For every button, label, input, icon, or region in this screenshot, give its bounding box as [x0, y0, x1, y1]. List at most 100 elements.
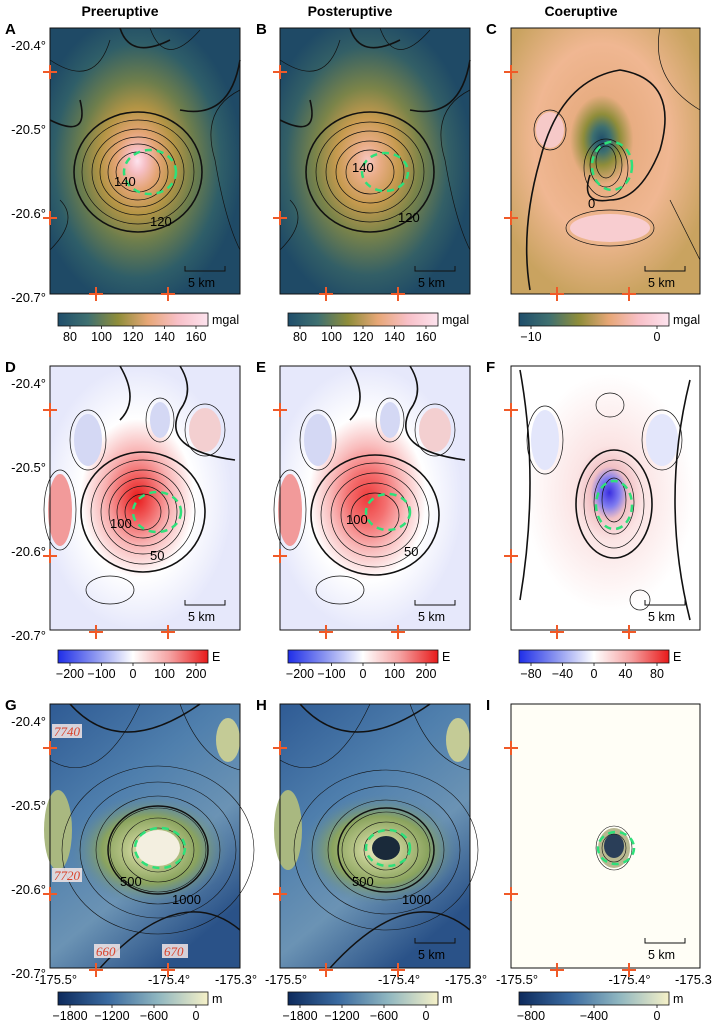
reference-cross-marker: [504, 887, 518, 901]
reference-crosses: [43, 65, 636, 977]
longitude-tick-label: -175.3°: [215, 972, 257, 987]
panel-e: 100 50 5 km: [273, 365, 471, 631]
reference-cross-marker: [319, 963, 333, 977]
column-header-preeruptive: Preeruptive: [81, 3, 158, 19]
colorbars: mgal 80 100 120 140 160 mgal 80 100 120 140 160 mgal…: [52, 312, 700, 1023]
reference-cross-marker: [273, 549, 287, 563]
panel-c: 0 5 km: [510, 27, 701, 295]
longitude-axis-labels: -175.5° -175.4° -175.3° -175.5° -175.4° -175.…: [35, 972, 712, 987]
colorbar: [57, 649, 209, 664]
reference-cross-marker: [273, 887, 287, 901]
colorbar: [287, 312, 439, 327]
reference-cross-marker: [43, 741, 57, 755]
colorbar-tick-label: −40: [552, 667, 573, 681]
colorbar-tick-label: −10: [520, 330, 541, 344]
longitude-tick-label: -175.5°: [265, 972, 307, 987]
reference-cross-marker: [504, 549, 518, 563]
scale-bar-label: 5 km: [648, 610, 675, 624]
contour-label: 50: [150, 548, 164, 563]
colorbar: [518, 991, 670, 1006]
colorbar-unit: m: [212, 992, 222, 1006]
colorbar-tick-label: 0: [591, 667, 598, 681]
column-header-posteruptive: Posteruptive: [308, 3, 393, 19]
reference-cross-marker: [622, 287, 636, 301]
panel-label-d: D: [5, 359, 16, 376]
panel-label-c: C: [486, 21, 497, 38]
reference-cross-marker: [504, 211, 518, 225]
scale-bar-label: 5 km: [418, 948, 445, 962]
reference-cross-marker: [43, 211, 57, 225]
reference-cross-marker: [550, 963, 564, 977]
panel-label-f: F: [486, 359, 495, 376]
reference-cross-marker: [43, 403, 57, 417]
reference-cross-marker: [391, 963, 405, 977]
panel-a: 140 120 5 km: [49, 27, 241, 295]
contour-label: 100: [110, 516, 132, 531]
colorbar-tick-label: 0: [654, 1009, 661, 1023]
contour-label: 140: [352, 160, 374, 175]
reference-cross-marker: [391, 625, 405, 639]
colorbar-tick-label: −1200: [94, 1009, 129, 1023]
contour-label: 140: [114, 174, 136, 189]
contour-label: 500: [352, 874, 374, 889]
reference-cross-marker: [161, 625, 175, 639]
reference-cross-marker: [504, 741, 518, 755]
reference-cross-marker: [273, 211, 287, 225]
colorbar-tick-label: −100: [87, 667, 115, 681]
latitude-tick-label: -20.5°: [11, 460, 46, 475]
colorbar-tick-label: 0: [360, 667, 367, 681]
panel-d: 100 50 5 km: [43, 365, 241, 631]
reference-cross-marker: [550, 625, 564, 639]
colorbar-tick-label: −200: [286, 667, 314, 681]
contour-label: 500: [120, 874, 142, 889]
colorbar: [287, 649, 439, 664]
reference-cross-marker: [391, 287, 405, 301]
colorbar-unit: m: [673, 992, 683, 1006]
reference-cross-marker: [273, 65, 287, 79]
colorbar-unit: E: [442, 650, 450, 664]
latitude-tick-label: -20.4°: [11, 714, 46, 729]
longitude-tick-label: -175.4°: [608, 972, 650, 987]
annotation: 660: [96, 944, 116, 959]
reference-cross-marker: [550, 287, 564, 301]
column-header-coeruptive: Coeruptive: [544, 3, 617, 19]
reference-cross-marker: [43, 549, 57, 563]
reference-cross-marker: [273, 403, 287, 417]
panel-label-b: B: [256, 21, 267, 38]
colorbar-tick-label: 0: [654, 330, 661, 344]
latitude-axis-labels: -20.4° -20.5° -20.6° -20.7° -20.4° -20.5° -20.…: [11, 38, 46, 981]
contour-label: 120: [398, 210, 420, 225]
scale-bar-label: 5 km: [188, 610, 215, 624]
panel-f: 5 km: [510, 365, 701, 631]
reference-cross-marker: [89, 625, 103, 639]
latitude-tick-label: -20.6°: [11, 882, 46, 897]
colorbar-tick-label: −80: [520, 667, 541, 681]
scale-bar-label: 5 km: [418, 276, 445, 290]
colorbar-tick-label: 140: [384, 330, 405, 344]
colorbar-unit: m: [442, 992, 452, 1006]
colorbar-unit: mgal: [442, 313, 469, 327]
colorbar-tick-label: −400: [580, 1009, 608, 1023]
reference-cross-marker: [504, 403, 518, 417]
reference-cross-marker: [89, 963, 103, 977]
colorbar: [518, 649, 670, 664]
reference-cross-marker: [319, 625, 333, 639]
colorbar-tick-label: −600: [370, 1009, 398, 1023]
reference-cross-marker: [504, 65, 518, 79]
colorbar-tick-label: 100: [321, 330, 342, 344]
reference-cross-marker: [89, 287, 103, 301]
colorbar: [287, 991, 439, 1006]
colorbar: [57, 312, 209, 327]
colorbar-tick-label: −1200: [324, 1009, 359, 1023]
colorbar-unit: mgal: [212, 313, 239, 327]
reference-cross-marker: [622, 625, 636, 639]
panel-label-i: I: [486, 697, 490, 714]
colorbar-tick-label: 100: [384, 667, 405, 681]
colorbar-tick-label: 160: [186, 330, 207, 344]
latitude-tick-label: -20.7°: [11, 966, 46, 981]
panel-h: 500 1000 5 km: [274, 703, 479, 969]
contour-label: 50: [404, 544, 418, 559]
colorbar: [57, 991, 209, 1006]
colorbar-tick-label: −800: [517, 1009, 545, 1023]
